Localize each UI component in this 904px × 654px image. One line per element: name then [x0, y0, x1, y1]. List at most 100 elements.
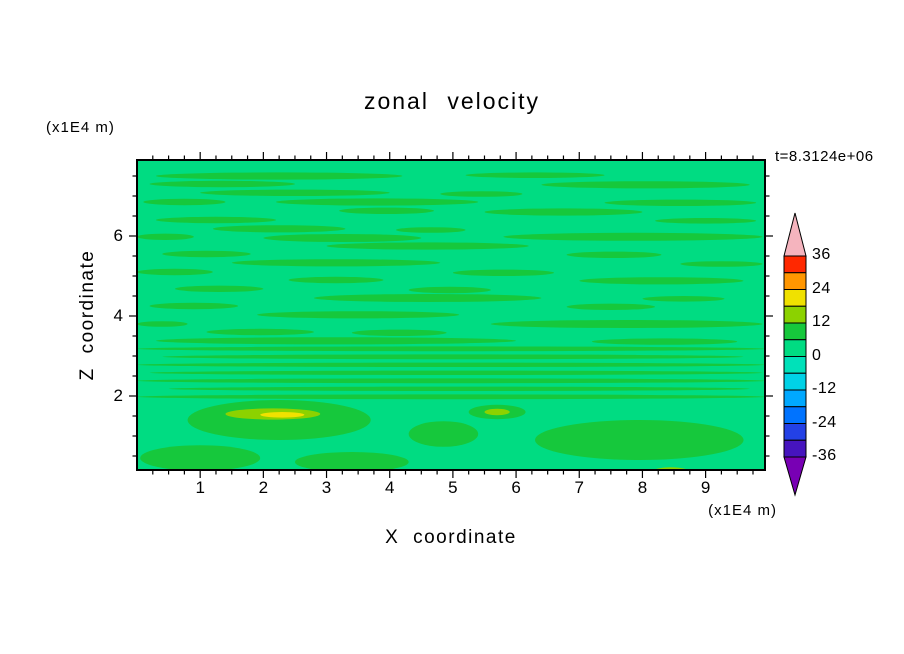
contour-shape — [200, 189, 390, 196]
contour-shape — [257, 311, 460, 319]
contour-plot-area — [129, 152, 773, 478]
contour-shape — [490, 320, 763, 328]
contour-shape — [541, 181, 750, 189]
contour-shape — [663, 471, 679, 476]
contour-shape — [155, 337, 517, 345]
contour-shape — [351, 329, 447, 336]
contour-field — [137, 160, 765, 476]
contour-shape — [137, 346, 765, 352]
contour-shape — [408, 286, 491, 294]
colorbar-label: 12 — [812, 313, 831, 330]
colorbar-band — [783, 289, 807, 307]
contour-shape — [174, 285, 264, 292]
contour-shape — [162, 250, 251, 258]
colorbar-label: -36 — [812, 447, 837, 464]
contour-shape — [137, 321, 188, 327]
contour-shape — [604, 199, 757, 206]
contour-shape — [137, 394, 765, 400]
contour-shape — [484, 408, 510, 416]
contour-shape — [149, 370, 763, 375]
colorbar-band — [783, 423, 807, 441]
colorbar-band — [783, 406, 807, 424]
x-tick-label: 7 — [574, 478, 584, 497]
x-tick-label: 2 — [258, 478, 269, 497]
colorbar-label: -24 — [812, 413, 837, 431]
contour-shape — [680, 261, 763, 267]
contour-shape — [155, 172, 403, 180]
contour-shape — [339, 207, 434, 214]
contour-shape — [275, 198, 479, 206]
x-tick-label: 6 — [511, 478, 521, 497]
colorbar-band — [783, 339, 807, 357]
x-tick-label: 5 — [448, 478, 458, 497]
colorbar-label: 24 — [812, 279, 831, 297]
contour-shape — [452, 269, 554, 276]
colorbar-label: 36 — [812, 246, 831, 263]
colorbar-band — [783, 272, 807, 290]
contour-shape — [168, 386, 750, 391]
x-tick-label: 8 — [637, 478, 648, 497]
contour-shape — [231, 259, 441, 267]
time-annotation: t=8.3124e+06 — [775, 148, 874, 165]
contour-shape — [294, 452, 409, 470]
plot-frame — [136, 159, 766, 471]
plot-title: zonal velocity — [363, 88, 541, 114]
z-axis-unit-label: (x1E4 m) — [46, 119, 115, 136]
colorbar-band — [783, 255, 807, 274]
contour-shape — [566, 251, 662, 258]
x-tick-label: 1 — [195, 478, 205, 497]
axis-ticks — [129, 152, 773, 478]
y-tick-label: 4 — [113, 306, 123, 325]
contour-shape — [155, 216, 276, 224]
contour-shape — [212, 225, 346, 233]
contour-shape — [288, 276, 384, 284]
contour-shape — [653, 467, 689, 470]
contour-shape — [535, 420, 744, 460]
y-tick-label: 6 — [113, 226, 123, 245]
contour-shape — [440, 191, 523, 197]
contour-shape — [206, 328, 314, 336]
contour-shape — [137, 268, 213, 276]
colorbar-band — [783, 322, 807, 341]
contour-shape — [263, 234, 422, 242]
x-tick-label: 9 — [700, 478, 711, 497]
x-tick-label: 3 — [321, 478, 332, 497]
contour-shape — [655, 218, 757, 224]
colorbar-over-arrow — [783, 212, 807, 257]
contour-shape — [149, 180, 295, 188]
x-axis-title: X coordinate — [385, 527, 517, 548]
contour-shape — [408, 421, 479, 447]
colorbar-label: -12 — [812, 380, 837, 397]
y-tick-label: 2 — [113, 386, 123, 405]
x-tick-label: 4 — [384, 478, 395, 497]
colorbar-band — [783, 439, 807, 458]
contour-shape — [484, 208, 643, 216]
contour-shape — [396, 227, 466, 233]
contour-shape — [579, 277, 744, 285]
colorbar-band — [783, 356, 807, 374]
x-axis-unit-label: (x1E4 m) — [708, 502, 777, 519]
contour-shape — [260, 412, 305, 418]
contour-shape — [137, 378, 765, 384]
contour-shape — [465, 172, 605, 178]
colorbar-band — [783, 372, 807, 391]
contour-shape — [313, 294, 542, 302]
colorbar — [783, 212, 807, 497]
contour-shape — [140, 445, 261, 470]
contour-shape — [566, 303, 656, 310]
contour-shape — [326, 242, 529, 250]
contour-shape — [137, 233, 194, 240]
colorbar-band — [783, 389, 807, 408]
contour-shape — [591, 338, 738, 345]
contour-shape — [187, 400, 371, 440]
contour-shape — [143, 198, 226, 206]
contour-shape — [149, 302, 239, 310]
contour-shape — [137, 362, 765, 367]
colorbar-band — [783, 305, 807, 324]
colorbar-under-arrow — [783, 456, 807, 497]
contour-shape — [162, 354, 744, 360]
colorbar-label: 0 — [812, 346, 822, 364]
contour-shape — [503, 232, 763, 241]
contour-shape — [642, 296, 725, 302]
